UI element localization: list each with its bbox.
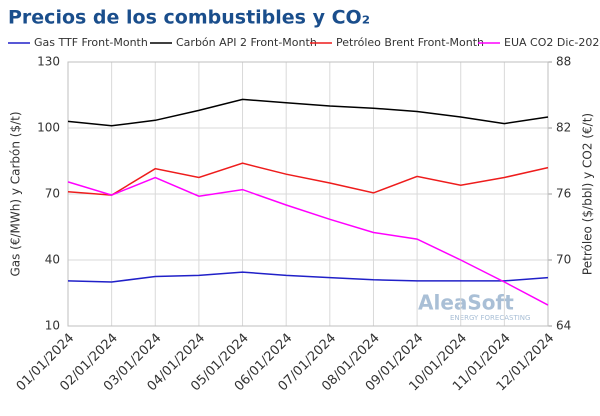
y-tick-label: 100 bbox=[37, 121, 60, 135]
y2-tick-label: 76 bbox=[556, 187, 571, 201]
y-axis-label: Gas (€/MWh) y Carbón ($/t) bbox=[9, 111, 23, 276]
legend-label: Petróleo Brent Front-Month bbox=[336, 36, 484, 49]
y-tick-label: 70 bbox=[45, 187, 60, 201]
y-tick-label: 130 bbox=[37, 55, 60, 69]
legend-label: EUA CO2 Dic-2024 bbox=[504, 36, 600, 49]
watermark-brand: AleaSoft bbox=[418, 291, 514, 315]
y2-tick-label: 82 bbox=[556, 121, 571, 135]
y2-tick-label: 88 bbox=[556, 55, 571, 69]
series-line bbox=[67, 271, 549, 283]
watermark-tagline: ENERGY FORECASTING bbox=[450, 314, 530, 322]
y2-tick-label: 70 bbox=[556, 253, 571, 267]
y2-axis-label: Petróleo ($/bbl) y CO2 (€/t) bbox=[581, 113, 595, 275]
y-tick-label: 40 bbox=[45, 253, 60, 267]
series-line bbox=[67, 176, 549, 306]
plot-frame bbox=[67, 61, 549, 327]
series-line bbox=[67, 162, 549, 196]
chart-title: Precios de los combustibles y CO₂ bbox=[8, 7, 370, 29]
y2-tick-label: 64 bbox=[556, 319, 571, 333]
legend-label: Carbón API 2 Front-Month bbox=[176, 36, 317, 49]
legend-label: Gas TTF Front-Month bbox=[34, 36, 148, 49]
y-tick-label: 10 bbox=[45, 319, 60, 333]
series-line bbox=[67, 98, 549, 127]
